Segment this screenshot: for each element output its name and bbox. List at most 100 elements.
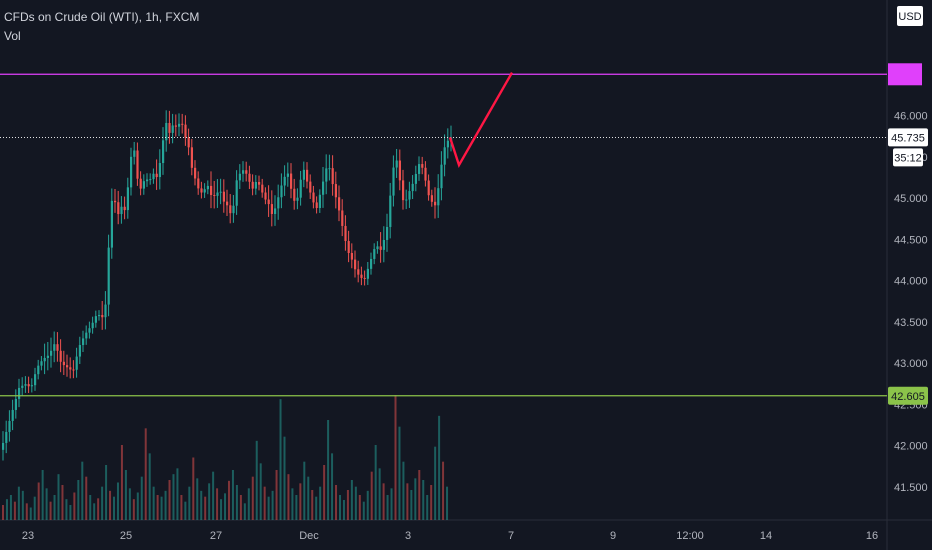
volume-bar <box>45 488 48 520</box>
candle-body <box>434 201 437 206</box>
volume-bar <box>227 480 230 520</box>
volume-bar <box>323 465 326 520</box>
candle-body <box>50 350 53 356</box>
volume-bar <box>299 483 302 520</box>
candle-body <box>226 201 229 206</box>
candle-body <box>171 125 174 133</box>
volume-bar <box>168 480 171 520</box>
volume-bar <box>61 485 64 520</box>
candle-body <box>107 247 110 305</box>
candle-body <box>290 173 293 189</box>
volume-bar <box>275 470 278 520</box>
volume-bar <box>148 453 151 520</box>
volume-bar <box>259 463 262 520</box>
candle-body <box>126 187 129 211</box>
candle-body <box>370 258 373 269</box>
candle-body <box>421 164 424 168</box>
volume-bar <box>25 503 28 520</box>
currency-button-bg[interactable] <box>897 6 923 26</box>
volume-bar <box>196 478 199 520</box>
time-tick-label: 27 <box>210 530 222 542</box>
candle-body <box>117 202 120 215</box>
volume-bar <box>394 395 397 520</box>
candle-body <box>219 191 222 193</box>
candle-body <box>85 332 88 339</box>
time-tick-label: 3 <box>405 530 411 542</box>
candle-body <box>210 185 213 195</box>
price-tick-label: 44.500 <box>894 234 928 246</box>
volume-bar <box>13 501 16 520</box>
volume-bar <box>243 503 246 520</box>
volume-bar <box>319 486 322 520</box>
candle-body <box>46 355 49 358</box>
candle-body <box>190 147 193 168</box>
volume-bar <box>331 453 334 520</box>
candle-body <box>283 176 286 186</box>
volume-bar <box>136 492 139 520</box>
candle-body <box>146 179 149 182</box>
countdown-label: 35:12 <box>894 152 922 164</box>
time-tick-label: 25 <box>120 530 132 542</box>
volume-bar <box>382 483 385 520</box>
candle-body <box>347 241 350 253</box>
volume-bar <box>113 496 116 520</box>
volume-bar <box>430 485 433 520</box>
candle-body <box>360 274 363 278</box>
candle-body <box>309 181 312 193</box>
candle-body <box>331 168 334 185</box>
support-price-label-bg <box>888 386 928 405</box>
candle-body <box>30 385 33 387</box>
candle-body <box>392 167 395 196</box>
volume-bar <box>287 474 290 520</box>
candle-body <box>24 384 27 386</box>
volume-bar <box>29 507 32 520</box>
candle-body <box>373 249 376 259</box>
candle-body <box>235 180 238 206</box>
candle-body <box>139 178 142 189</box>
volume-bar <box>342 500 345 520</box>
candle-body <box>395 160 398 168</box>
candle-body <box>78 345 81 357</box>
volume-bar <box>398 426 401 520</box>
price-tick-label: 42.000 <box>894 441 928 453</box>
volume-bar <box>426 495 429 520</box>
price-tick-label: 45.000 <box>894 193 928 205</box>
volume-bar <box>73 492 76 520</box>
support-price-label: 42.605 <box>891 391 925 403</box>
volume-bar <box>77 480 80 520</box>
candle-body <box>82 338 85 346</box>
volume-bar <box>192 457 195 520</box>
candle-body <box>110 200 113 248</box>
price-tick-label: 44.000 <box>894 276 928 288</box>
candle-body <box>130 156 133 188</box>
volume-bar <box>41 470 44 520</box>
candle-body <box>354 259 357 270</box>
volume-bar <box>57 474 60 520</box>
volume-bar <box>37 482 40 520</box>
volume-bar <box>65 499 68 520</box>
candle-body <box>398 160 401 181</box>
time-tick-label: 23 <box>22 530 34 542</box>
currency-button[interactable]: USD <box>898 11 921 23</box>
candle-body <box>174 125 177 127</box>
candle-body <box>98 315 101 317</box>
volume-bar <box>239 495 242 520</box>
candle-body <box>376 246 379 250</box>
candle-body <box>264 192 267 200</box>
volume-bar <box>164 490 167 520</box>
projection-path[interactable] <box>448 72 514 169</box>
candle-body <box>341 210 344 226</box>
volume-bar <box>434 446 437 520</box>
volume-bar <box>21 490 24 520</box>
volume-indicator-label[interactable]: Vol <box>4 29 21 43</box>
candle-body <box>443 147 446 165</box>
volume-bar <box>172 474 175 520</box>
candle-body <box>114 200 117 203</box>
volume-bar <box>120 445 123 520</box>
price-tick-label: 41.500 <box>894 482 928 494</box>
candle-body <box>162 140 165 164</box>
candle-body <box>386 226 389 240</box>
volume-bar <box>327 420 330 520</box>
